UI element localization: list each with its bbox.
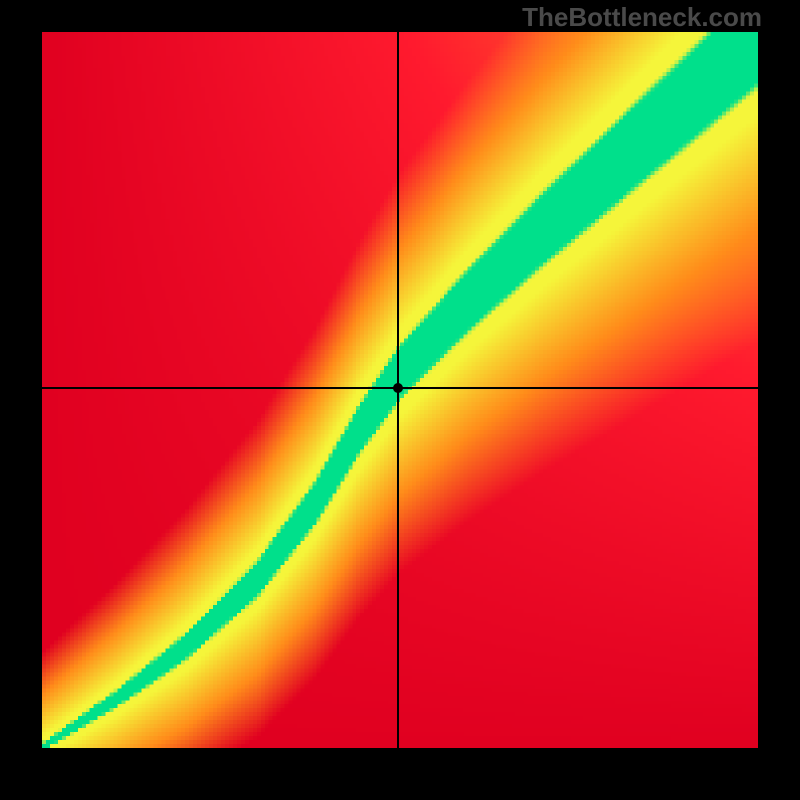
watermark-text: TheBottleneck.com — [522, 2, 762, 33]
crosshair-dot — [393, 383, 403, 393]
